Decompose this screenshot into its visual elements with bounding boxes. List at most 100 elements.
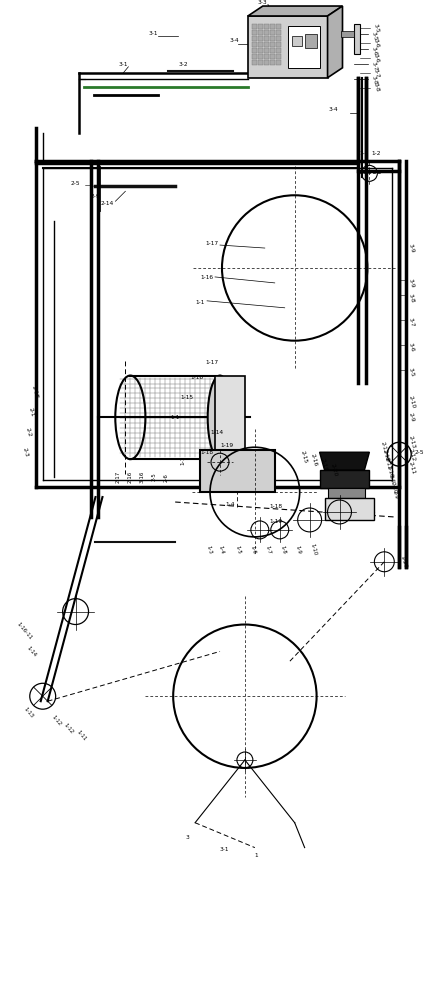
Text: 3-3: 3-3 xyxy=(258,0,267,5)
Text: 1-14: 1-14 xyxy=(210,430,223,435)
Text: 1-4: 1-4 xyxy=(225,502,235,507)
Text: 2-16: 2-16 xyxy=(310,453,318,467)
Text: 1: 1 xyxy=(255,853,258,858)
Bar xyxy=(258,30,263,35)
Polygon shape xyxy=(328,6,343,78)
Bar xyxy=(270,30,275,35)
Text: 1-6: 1-6 xyxy=(250,545,257,555)
Bar xyxy=(276,36,281,41)
Text: 3-8: 3-8 xyxy=(371,75,378,86)
Text: 2-10: 2-10 xyxy=(407,395,416,409)
Text: 2-20: 2-20 xyxy=(329,463,338,477)
Text: 2-5: 2-5 xyxy=(414,450,424,455)
Bar xyxy=(292,36,302,46)
Bar xyxy=(276,48,281,53)
Text: 3-9: 3-9 xyxy=(387,474,395,484)
Text: 2-19: 2-19 xyxy=(319,458,328,472)
Text: 1-7: 1-7 xyxy=(265,545,272,555)
Text: 1-9: 1-9 xyxy=(295,545,302,555)
Bar xyxy=(200,450,275,492)
Ellipse shape xyxy=(208,376,232,459)
Bar xyxy=(264,36,269,41)
Text: 1-16-11: 1-16-11 xyxy=(16,622,33,641)
Text: 1-4: 1-4 xyxy=(217,545,224,555)
Text: 3-8: 3-8 xyxy=(372,82,380,93)
Bar xyxy=(276,54,281,59)
Text: 3-9: 3-9 xyxy=(407,278,415,288)
Bar xyxy=(252,42,257,47)
Bar xyxy=(340,31,354,37)
Text: 1-1: 1-1 xyxy=(195,300,205,305)
Text: 2-1: 2-1 xyxy=(28,407,35,418)
Bar xyxy=(258,24,263,29)
Text: 3-5: 3-5 xyxy=(407,367,415,378)
Text: 3-5: 3-5 xyxy=(372,23,380,33)
Text: 1-1: 1-1 xyxy=(180,456,185,465)
Text: 3-6: 3-6 xyxy=(372,53,380,63)
Bar xyxy=(288,26,319,68)
Bar xyxy=(252,30,257,35)
Bar xyxy=(270,48,275,53)
Text: 1-19: 1-19 xyxy=(270,519,283,524)
Bar xyxy=(252,60,257,65)
Text: 3-7: 3-7 xyxy=(371,60,378,71)
Bar xyxy=(328,488,365,498)
Text: 3-4: 3-4 xyxy=(230,38,239,43)
Bar xyxy=(258,36,263,41)
Text: 1-15: 1-15 xyxy=(180,395,193,400)
Text: 1-18: 1-18 xyxy=(270,504,283,509)
Text: 1-17: 1-17 xyxy=(205,360,218,365)
Bar xyxy=(305,34,316,48)
Bar xyxy=(258,60,263,65)
Text: 2-5: 2-5 xyxy=(151,473,156,481)
Text: 1-12: 1-12 xyxy=(51,715,62,727)
Bar xyxy=(276,24,281,29)
Text: 2-12: 2-12 xyxy=(382,449,389,462)
Text: 1-3: 1-3 xyxy=(205,545,212,555)
Text: 1-12: 1-12 xyxy=(62,723,74,735)
Text: 1-8: 1-8 xyxy=(280,545,287,555)
Text: 2-11: 2-11 xyxy=(383,457,391,470)
Bar xyxy=(215,376,245,459)
Bar xyxy=(354,24,361,54)
Text: 2-13: 2-13 xyxy=(379,441,387,454)
Text: 3-1: 3-1 xyxy=(118,62,128,67)
Text: 1-19: 1-19 xyxy=(220,443,233,448)
Text: 1-16: 1-16 xyxy=(190,375,203,380)
Bar xyxy=(319,470,369,488)
Text: 3-6: 3-6 xyxy=(407,342,415,353)
Bar xyxy=(252,36,257,41)
Text: 1-20: 1-20 xyxy=(399,555,408,569)
Bar xyxy=(248,16,328,78)
Text: 2-10: 2-10 xyxy=(389,481,397,494)
Bar xyxy=(264,24,269,29)
Bar xyxy=(270,36,275,41)
Text: 3-6: 3-6 xyxy=(371,46,378,56)
Text: 2-17: 2-17 xyxy=(115,471,121,483)
Text: 1-13: 1-13 xyxy=(23,707,35,719)
Text: 3-5: 3-5 xyxy=(371,31,378,41)
Bar xyxy=(252,48,257,53)
Text: 2-2: 2-2 xyxy=(25,427,32,438)
Text: 3: 3 xyxy=(185,835,189,840)
Text: 3-6: 3-6 xyxy=(372,38,380,48)
Text: 2-9: 2-9 xyxy=(407,412,415,423)
Text: 2-9: 2-9 xyxy=(90,194,100,199)
Text: 3-7: 3-7 xyxy=(407,317,415,328)
Text: 1-10: 1-10 xyxy=(310,543,318,556)
Text: 1-2: 1-2 xyxy=(371,151,381,156)
Text: 1-18: 1-18 xyxy=(200,450,213,455)
Text: 2-15: 2-15 xyxy=(300,450,308,464)
Text: 1-5: 1-5 xyxy=(235,545,242,555)
Text: 1-1: 1-1 xyxy=(170,415,180,420)
Bar xyxy=(264,30,269,35)
Text: 3-8: 3-8 xyxy=(407,293,415,303)
Text: 2-12: 2-12 xyxy=(407,448,416,462)
Text: 2-18: 2-18 xyxy=(31,385,39,400)
Bar xyxy=(325,498,375,520)
Bar xyxy=(264,60,269,65)
Bar xyxy=(270,60,275,65)
Text: 2-6: 2-6 xyxy=(163,473,168,482)
Text: 3-1: 3-1 xyxy=(148,31,158,36)
Text: 2-14: 2-14 xyxy=(101,201,114,206)
